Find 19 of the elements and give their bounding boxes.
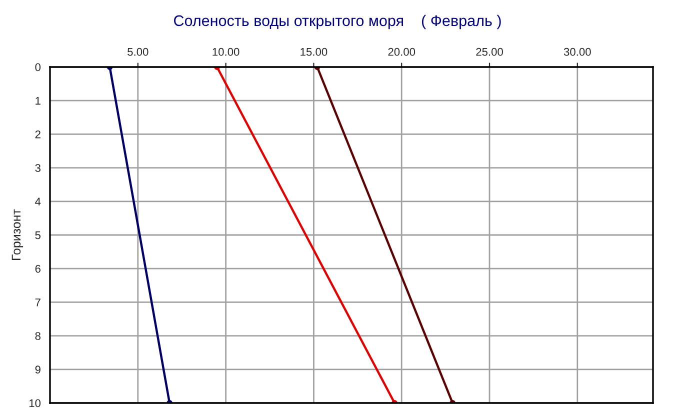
y-axis-title: Горизонт — [12, 209, 24, 260]
y-tick-label: 10 — [29, 399, 41, 408]
y-tick-label: 7 — [35, 298, 40, 306]
x-tick-label: 15.00 — [300, 48, 328, 56]
x-tick-label: 25.00 — [476, 48, 503, 56]
y-tick-label: 1 — [36, 96, 40, 105]
y-tick-label: 6 — [35, 264, 40, 273]
y-tick-label: 5 — [35, 231, 41, 240]
x-tick-label: 10.00 — [212, 48, 240, 56]
y-tick-label: 4 — [35, 198, 41, 206]
x-tick-label: 30.00 — [564, 48, 591, 56]
y-tick-label: 8 — [35, 332, 40, 340]
y-tick-label: 2 — [35, 130, 40, 138]
y-tick-label: 3 — [35, 164, 40, 172]
y-tick-label: 9 — [35, 366, 40, 374]
x-tick-label: 5.00 — [128, 48, 148, 56]
chart-title: Соленость воды открытого моря ( Февраль ) — [174, 14, 501, 30]
x-tick-label: 20.00 — [388, 48, 416, 56]
y-tick-label: 0 — [35, 63, 41, 72]
